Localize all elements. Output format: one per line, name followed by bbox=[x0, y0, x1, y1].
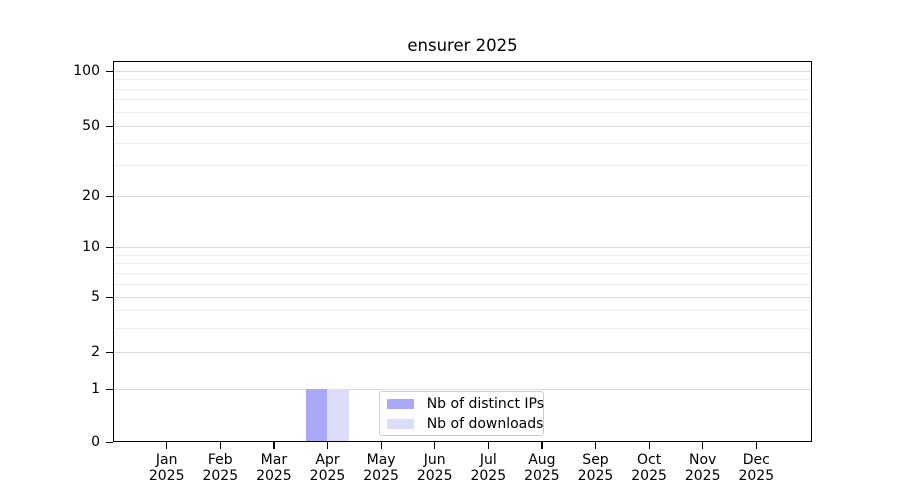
gridline-major bbox=[113, 196, 811, 197]
y-tick-mark bbox=[105, 441, 113, 443]
legend-label-downloads: Nb of downloads bbox=[426, 415, 544, 432]
x-tick-month: Nov bbox=[689, 452, 717, 468]
x-tick-year: 2025 bbox=[470, 468, 507, 484]
x-tick-month: Oct bbox=[636, 452, 662, 468]
gridline-major bbox=[113, 71, 811, 72]
x-tick-label: Dec 2025 bbox=[738, 452, 774, 484]
gridline-minor bbox=[113, 99, 811, 101]
x-tick-label: Feb 2025 bbox=[202, 452, 238, 484]
x-tick-month: Dec bbox=[742, 452, 770, 468]
gridline-minor bbox=[113, 272, 811, 274]
x-tick-year: 2025 bbox=[256, 468, 292, 484]
x-tick-month: Sep bbox=[582, 452, 609, 468]
x-tick-month: May bbox=[366, 452, 396, 468]
x-tick-year: 2025 bbox=[202, 468, 239, 484]
x-tick-label: Mar 2025 bbox=[256, 452, 292, 484]
plot-area: Nb of distinct IPs Nb of downloads bbox=[112, 61, 812, 442]
x-tick-month: Apr bbox=[315, 452, 340, 468]
x-tick-year: 2025 bbox=[524, 468, 560, 484]
x-tick-month: Jan bbox=[155, 452, 178, 468]
y-tick-label: 50 bbox=[82, 118, 100, 134]
legend-item-distinct-ips: Nb of distinct IPs bbox=[386, 395, 544, 412]
y-tick-mark bbox=[105, 296, 113, 298]
x-tick-mark bbox=[648, 442, 650, 449]
y-tick-mark bbox=[105, 70, 113, 72]
x-tick-year: 2025 bbox=[309, 468, 346, 484]
x-tick-month: Jul bbox=[479, 452, 497, 468]
gridline-minor bbox=[113, 327, 811, 329]
x-tick-month: Feb bbox=[207, 452, 233, 468]
gridline-minor bbox=[113, 165, 811, 167]
gridline-minor bbox=[113, 310, 811, 312]
x-tick-year: 2025 bbox=[631, 468, 667, 484]
x-tick-month: Aug bbox=[528, 452, 556, 468]
y-tick-label: 2 bbox=[91, 344, 100, 360]
x-tick-mark bbox=[702, 442, 704, 449]
gridline-major bbox=[113, 297, 811, 298]
x-tick-mark bbox=[166, 442, 168, 449]
y-tick-label: 20 bbox=[82, 188, 100, 204]
x-tick-mark bbox=[434, 442, 436, 449]
x-tick-mark bbox=[541, 442, 543, 449]
bar-distinct-ips bbox=[306, 389, 328, 441]
x-tick-year: 2025 bbox=[148, 468, 185, 484]
legend-label-distinct-ips: Nb of distinct IPs bbox=[426, 395, 545, 412]
gridline-major bbox=[113, 126, 811, 127]
y-tick-label: 5 bbox=[91, 289, 100, 305]
x-tick-mark bbox=[487, 442, 489, 449]
x-tick-month: Jun bbox=[423, 452, 446, 468]
y-tick-label: 100 bbox=[73, 63, 100, 79]
x-tick-mark bbox=[219, 442, 221, 449]
legend: Nb of distinct IPs Nb of downloads bbox=[378, 391, 544, 436]
x-tick-label: Nov 2025 bbox=[685, 452, 721, 484]
y-tick-mark bbox=[105, 351, 113, 353]
x-tick-mark bbox=[327, 442, 329, 449]
x-tick-year: 2025 bbox=[577, 468, 614, 484]
gridline-major bbox=[113, 247, 811, 248]
x-tick-year: 2025 bbox=[684, 468, 721, 484]
gridline-minor bbox=[113, 111, 811, 113]
bar-downloads bbox=[327, 389, 349, 441]
y-tick-mark bbox=[105, 388, 113, 390]
x-tick-label: Sep 2025 bbox=[578, 452, 614, 484]
y-tick-label: 0 bbox=[91, 434, 100, 450]
y-tick-label: 10 bbox=[82, 239, 100, 255]
legend-swatch-downloads-icon bbox=[386, 418, 414, 429]
x-tick-month: Mar bbox=[260, 452, 288, 468]
x-tick-mark bbox=[380, 442, 382, 449]
chart-title: ensurer 2025 bbox=[407, 36, 518, 55]
x-tick-label: Jul 2025 bbox=[470, 452, 506, 484]
x-tick-year: 2025 bbox=[416, 468, 453, 484]
x-tick-mark bbox=[595, 442, 597, 449]
y-tick-mark bbox=[105, 246, 113, 248]
y-tick-mark bbox=[105, 195, 113, 197]
legend-item-downloads: Nb of downloads bbox=[386, 415, 543, 432]
x-tick-label: Aug 2025 bbox=[524, 452, 560, 484]
x-tick-year: 2025 bbox=[738, 468, 775, 484]
y-tick-label: 1 bbox=[91, 381, 100, 397]
legend-swatch-distinct-ips-icon bbox=[386, 398, 414, 409]
x-tick-label: May 2025 bbox=[363, 452, 399, 484]
x-tick-label: Jan 2025 bbox=[149, 452, 185, 484]
x-tick-label: Jun 2025 bbox=[417, 452, 453, 484]
gridline-minor bbox=[113, 79, 811, 81]
gridline-minor bbox=[113, 263, 811, 265]
x-tick-mark bbox=[755, 442, 757, 449]
gridline-major bbox=[113, 389, 811, 390]
gridline-major bbox=[113, 352, 811, 353]
gridline-minor bbox=[113, 254, 811, 256]
y-tick-mark bbox=[105, 125, 113, 127]
gridline-minor bbox=[113, 88, 811, 90]
x-tick-label: Oct 2025 bbox=[631, 452, 667, 484]
gridline-minor bbox=[113, 283, 811, 285]
x-tick-label: Apr 2025 bbox=[310, 452, 346, 484]
gridline-minor bbox=[113, 143, 811, 145]
x-tick-year: 2025 bbox=[363, 468, 399, 484]
x-tick-mark bbox=[273, 442, 275, 449]
